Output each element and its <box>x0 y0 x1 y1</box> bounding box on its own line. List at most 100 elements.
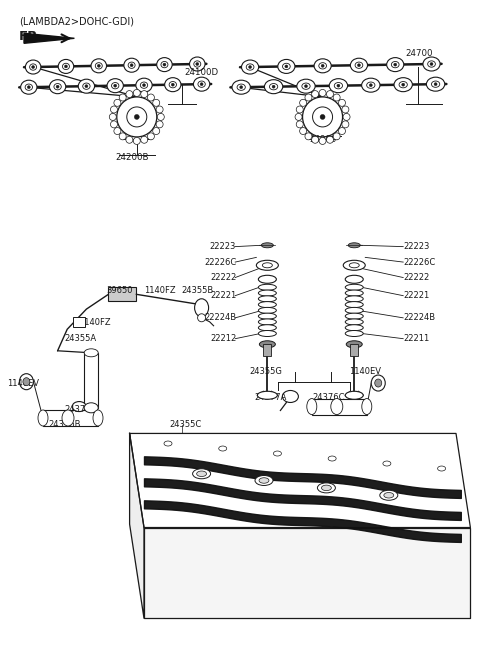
Ellipse shape <box>367 82 375 88</box>
Ellipse shape <box>62 63 70 70</box>
Ellipse shape <box>383 461 391 466</box>
Text: 1140FZ: 1140FZ <box>144 286 176 296</box>
Ellipse shape <box>345 302 363 308</box>
Ellipse shape <box>232 80 251 94</box>
Ellipse shape <box>97 65 100 67</box>
Ellipse shape <box>333 133 340 140</box>
Bar <box>312 398 367 415</box>
Ellipse shape <box>27 86 30 89</box>
Ellipse shape <box>259 341 276 348</box>
Ellipse shape <box>438 466 445 471</box>
Ellipse shape <box>269 83 278 90</box>
Text: 24376B: 24376B <box>48 420 81 429</box>
Ellipse shape <box>300 128 307 134</box>
Ellipse shape <box>126 136 133 143</box>
Ellipse shape <box>124 58 139 72</box>
Ellipse shape <box>133 89 140 96</box>
Ellipse shape <box>300 99 307 106</box>
Text: 22221: 22221 <box>403 291 430 300</box>
Ellipse shape <box>428 61 435 67</box>
Ellipse shape <box>361 78 380 92</box>
Ellipse shape <box>345 276 363 284</box>
Ellipse shape <box>345 319 363 325</box>
Ellipse shape <box>161 61 168 68</box>
Ellipse shape <box>83 83 90 89</box>
Polygon shape <box>130 433 144 618</box>
Text: 22223: 22223 <box>210 242 236 251</box>
Ellipse shape <box>119 94 126 101</box>
Ellipse shape <box>147 133 155 140</box>
Ellipse shape <box>192 469 211 478</box>
Ellipse shape <box>264 80 283 93</box>
Ellipse shape <box>64 65 68 68</box>
Ellipse shape <box>333 94 340 101</box>
Ellipse shape <box>283 63 290 70</box>
Ellipse shape <box>58 59 74 73</box>
Ellipse shape <box>345 391 363 399</box>
Ellipse shape <box>93 410 103 426</box>
Text: 22226C: 22226C <box>204 257 236 267</box>
Ellipse shape <box>258 284 276 290</box>
Text: 22224B: 22224B <box>204 313 236 323</box>
Bar <box>73 317 85 327</box>
Ellipse shape <box>249 66 252 69</box>
Ellipse shape <box>423 57 440 71</box>
Text: 22226C: 22226C <box>403 257 435 267</box>
Ellipse shape <box>111 83 119 89</box>
Ellipse shape <box>297 79 315 93</box>
Ellipse shape <box>320 114 325 120</box>
Text: FR.: FR. <box>19 30 44 44</box>
Ellipse shape <box>296 121 303 128</box>
Ellipse shape <box>156 106 163 113</box>
Ellipse shape <box>302 97 343 137</box>
Text: 24377A: 24377A <box>65 405 97 415</box>
Ellipse shape <box>304 85 308 87</box>
Ellipse shape <box>156 58 172 72</box>
Ellipse shape <box>312 91 319 97</box>
Ellipse shape <box>319 62 326 69</box>
Ellipse shape <box>349 263 359 267</box>
Ellipse shape <box>305 94 312 101</box>
Ellipse shape <box>141 136 148 143</box>
Ellipse shape <box>237 84 245 90</box>
Ellipse shape <box>371 375 385 391</box>
Ellipse shape <box>257 391 277 399</box>
Bar <box>84 353 98 408</box>
Ellipse shape <box>258 290 276 296</box>
Ellipse shape <box>343 260 365 270</box>
Text: 22222: 22222 <box>210 273 236 282</box>
Ellipse shape <box>258 325 276 331</box>
Ellipse shape <box>328 456 336 461</box>
Text: 24100D: 24100D <box>185 68 219 77</box>
Ellipse shape <box>302 83 310 89</box>
Text: 24355B: 24355B <box>181 286 214 296</box>
Ellipse shape <box>32 66 35 69</box>
Ellipse shape <box>255 476 273 485</box>
Ellipse shape <box>350 58 368 72</box>
Ellipse shape <box>345 313 363 319</box>
Bar <box>264 344 271 356</box>
Bar <box>350 344 358 356</box>
Ellipse shape <box>326 136 334 143</box>
Ellipse shape <box>164 441 172 446</box>
Ellipse shape <box>317 483 336 493</box>
Ellipse shape <box>295 114 302 120</box>
Ellipse shape <box>165 78 181 91</box>
Ellipse shape <box>21 80 37 94</box>
Ellipse shape <box>375 379 382 387</box>
Ellipse shape <box>62 410 74 426</box>
Text: 22221: 22221 <box>210 291 236 300</box>
Ellipse shape <box>49 80 66 93</box>
Ellipse shape <box>198 314 205 322</box>
Ellipse shape <box>314 59 331 73</box>
Ellipse shape <box>322 485 331 491</box>
Ellipse shape <box>78 79 95 93</box>
Ellipse shape <box>258 276 276 284</box>
Text: 1140EV: 1140EV <box>349 367 382 376</box>
Ellipse shape <box>272 85 275 88</box>
Text: 39650: 39650 <box>107 286 133 296</box>
Text: 24377A: 24377A <box>254 393 287 403</box>
Ellipse shape <box>190 57 205 71</box>
Ellipse shape <box>285 65 288 68</box>
Ellipse shape <box>109 114 116 120</box>
